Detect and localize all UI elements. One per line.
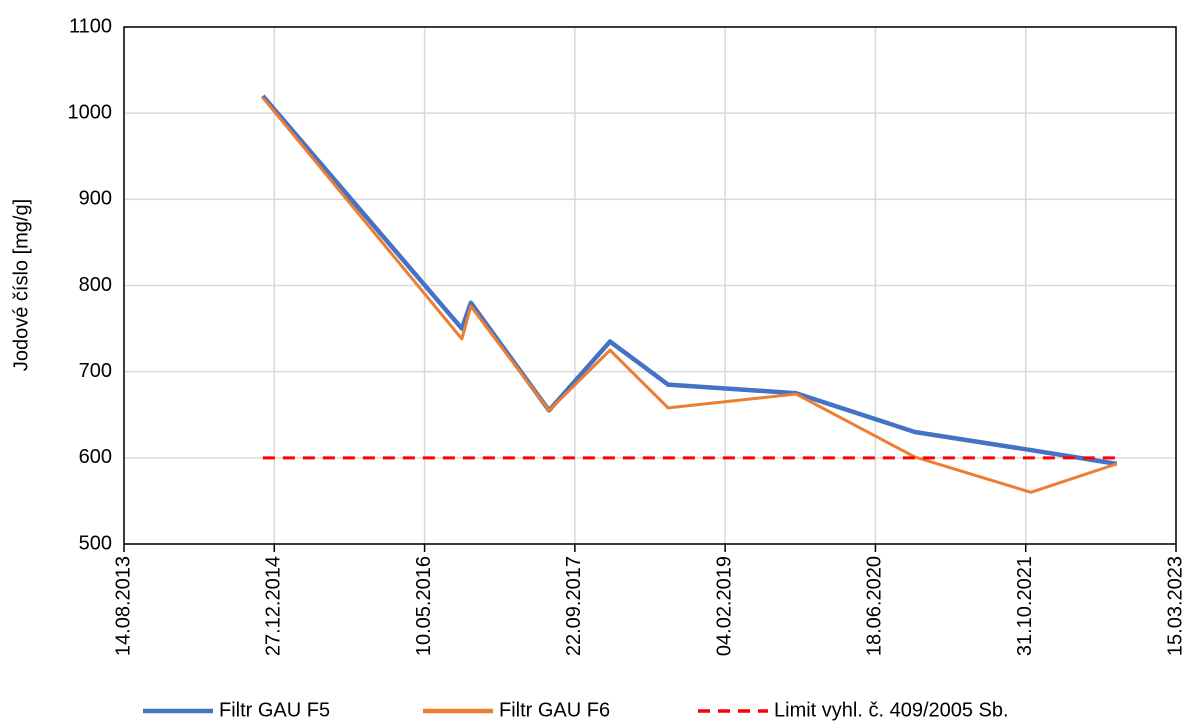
series-line: [261, 96, 1118, 494]
y-tick-label: 700: [79, 360, 112, 382]
y-tick-label: 600: [79, 446, 112, 468]
x-tick-label: 31.10.2021: [1014, 556, 1036, 656]
y-axis-label: Jodové číslo [mg/g]: [10, 199, 32, 371]
y-tick-label: 800: [79, 274, 112, 296]
y-tick-label: 1000: [68, 101, 113, 123]
x-tick-label: 22.09.2017: [563, 556, 585, 656]
x-tick-label: 14.08.2013: [112, 556, 134, 656]
x-tick-label: 15.03.2023: [1164, 556, 1186, 656]
legend-label: Filtr GAU F5: [219, 699, 330, 721]
x-tick-label: 10.05.2016: [413, 556, 435, 656]
legend-label: Filtr GAU F6: [499, 699, 610, 721]
legend-label: Limit vyhl. č. 409/2005 Sb.: [774, 699, 1009, 721]
x-tick-label: 27.12.2014: [263, 556, 285, 656]
y-tick-label: 900: [79, 188, 112, 210]
y-tick-label: 1100: [69, 15, 112, 37]
x-tick-label: 04.02.2019: [713, 556, 735, 656]
plot-border: [123, 26, 1177, 545]
x-tick-label: 18.06.2020: [864, 556, 886, 656]
y-tick-label: 500: [79, 532, 112, 554]
series-line: [261, 94, 1118, 467]
